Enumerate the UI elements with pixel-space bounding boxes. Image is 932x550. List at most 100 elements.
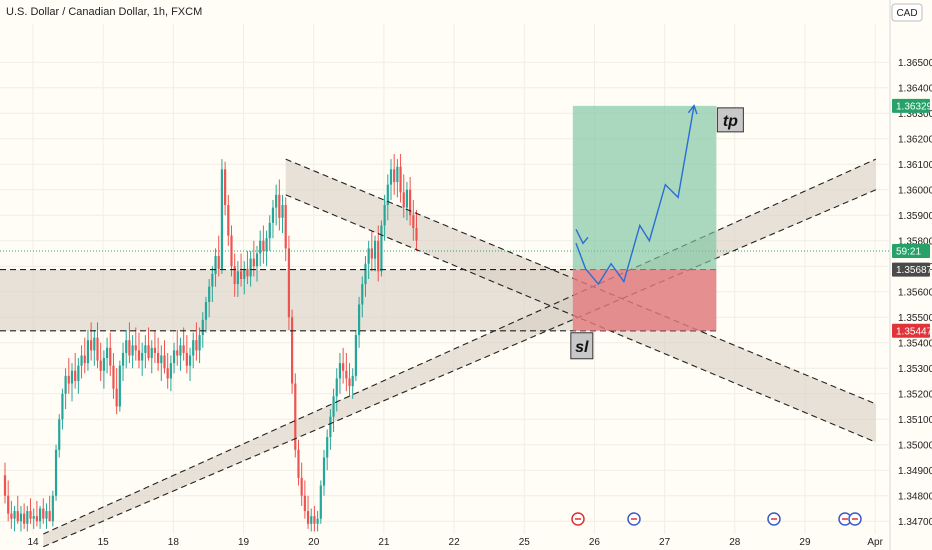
candle-body[interactable] [176, 350, 179, 356]
candle-body[interactable] [77, 365, 80, 381]
candle-body[interactable] [134, 345, 137, 351]
candle-body[interactable] [329, 416, 332, 438]
candle-body[interactable] [7, 495, 10, 514]
candle-body[interactable] [157, 352, 160, 364]
candle-body[interactable] [303, 495, 306, 512]
candle-body[interactable] [332, 396, 335, 417]
candle-body[interactable] [306, 511, 310, 524]
candle-body[interactable] [86, 340, 90, 364]
candle-body[interactable] [38, 508, 42, 522]
candle-body[interactable] [415, 228, 418, 241]
candle-body[interactable] [61, 393, 64, 420]
candle-body[interactable] [351, 375, 354, 387]
candle-body[interactable] [224, 169, 227, 206]
candle-body[interactable] [51, 495, 54, 522]
candle-body[interactable] [54, 449, 58, 496]
candle-body[interactable] [252, 258, 255, 267]
candle-body[interactable] [121, 352, 125, 366]
candle-body[interactable] [373, 240, 377, 259]
take-profit-zone[interactable] [572, 105, 717, 270]
candle-body[interactable] [131, 345, 134, 356]
candle-body[interactable] [220, 169, 224, 269]
candle-body[interactable] [367, 248, 370, 264]
candle-body[interactable] [393, 169, 396, 183]
candle-body[interactable] [294, 383, 297, 450]
candle-body[interactable] [370, 248, 373, 259]
candle-body[interactable] [278, 194, 281, 218]
candle-body[interactable] [169, 363, 172, 379]
candle-body[interactable] [259, 240, 262, 254]
us-flag-event-icon[interactable] [848, 512, 862, 526]
candle-body[interactable] [342, 363, 345, 371]
candle-body[interactable] [118, 365, 121, 407]
candle-body[interactable] [313, 516, 316, 524]
candle-body[interactable] [16, 511, 19, 522]
candle-body[interactable] [380, 225, 383, 272]
candle-body[interactable] [326, 437, 329, 458]
candle-body[interactable] [208, 286, 211, 302]
candle-body[interactable] [284, 205, 287, 249]
candle-body[interactable] [233, 266, 236, 285]
stop-loss-zone[interactable] [572, 269, 717, 331]
candle-body[interactable] [23, 513, 26, 524]
candle-body[interactable] [357, 304, 361, 336]
candle-body[interactable] [141, 352, 144, 361]
candle-body[interactable] [13, 511, 16, 519]
candle-body[interactable] [144, 345, 147, 353]
candle-body[interactable] [399, 166, 402, 193]
projection-path[interactable] [575, 105, 695, 286]
candle-body[interactable] [198, 335, 201, 351]
candle-body[interactable] [383, 205, 386, 226]
candle-body[interactable] [105, 347, 109, 359]
tp-label-box[interactable] [716, 107, 744, 133]
candle-body[interactable] [271, 207, 275, 223]
candle-body[interactable] [172, 350, 176, 364]
candle-body[interactable] [396, 166, 399, 183]
candle-body[interactable] [246, 268, 249, 277]
channel-trendline[interactable] [285, 158, 877, 405]
candle-body[interactable] [188, 355, 192, 366]
candle-body[interactable] [128, 340, 131, 356]
candle-body[interactable] [163, 355, 166, 369]
sl-label-box[interactable] [570, 332, 594, 360]
candle-body[interactable] [125, 340, 128, 353]
us-flag-event-icon[interactable] [767, 512, 781, 526]
event-flash-icon[interactable] [571, 512, 585, 526]
candle-body[interactable] [70, 370, 74, 384]
candle-body[interactable] [147, 345, 150, 359]
candle-body[interactable] [58, 419, 61, 450]
candle-body[interactable] [96, 337, 99, 361]
candle-body[interactable] [166, 368, 169, 379]
candle-body[interactable] [74, 370, 77, 381]
candle-body[interactable] [35, 516, 38, 522]
candle-body[interactable] [281, 205, 284, 218]
candle-body[interactable] [412, 215, 415, 228]
candle-body[interactable] [102, 358, 105, 371]
candle-body[interactable] [291, 317, 294, 384]
candle-body[interactable] [45, 511, 48, 519]
candle-body[interactable] [93, 337, 96, 351]
candle-body[interactable] [150, 347, 153, 359]
candle-body[interactable] [236, 271, 239, 285]
candle-body[interactable] [90, 340, 93, 351]
candle-body[interactable] [319, 485, 322, 519]
channel-trendline[interactable] [43, 189, 877, 548]
candle-body[interactable] [185, 352, 188, 366]
candle-body[interactable] [137, 350, 141, 361]
us-flag-event-icon[interactable] [627, 512, 641, 526]
candle-body[interactable] [316, 518, 319, 524]
candle-body[interactable] [377, 240, 380, 272]
candle-body[interactable] [26, 511, 29, 524]
candle-body[interactable] [310, 516, 313, 524]
candle-body[interactable] [153, 347, 157, 353]
candle-body[interactable] [265, 238, 268, 251]
candle-body[interactable] [300, 477, 303, 496]
candle-body[interactable] [287, 248, 291, 318]
candle-body[interactable] [42, 508, 45, 519]
candle-body[interactable] [322, 457, 326, 486]
candle-body[interactable] [182, 345, 185, 353]
candle-body[interactable] [48, 511, 51, 522]
candle-body[interactable] [204, 301, 208, 320]
